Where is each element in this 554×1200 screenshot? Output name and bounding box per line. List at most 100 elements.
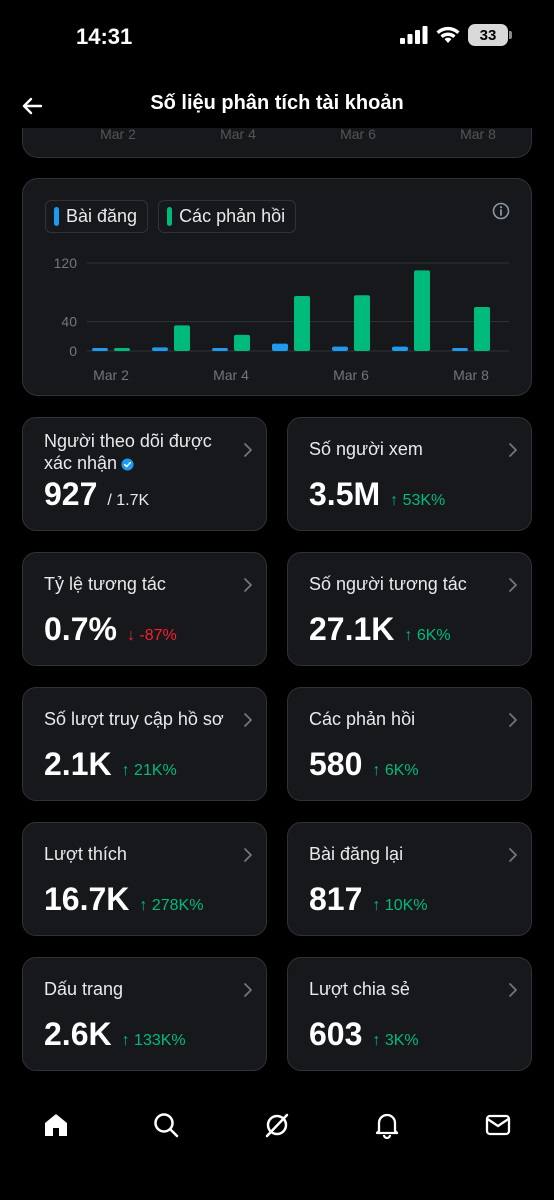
metric-card-replies[interactable]: Các phản hồi 580 ↑ 6K% bbox=[287, 687, 532, 801]
bar-posts[interactable] bbox=[212, 348, 228, 351]
metric-change: ↓ -87% bbox=[126, 627, 177, 644]
metric-card-engaged-users[interactable]: Số người tương tác 27.1K ↑ 6K% bbox=[287, 552, 532, 666]
metric-label-text: Lượt chia sẻ bbox=[309, 979, 410, 999]
bar-replies[interactable] bbox=[234, 334, 250, 351]
previous-tick: Mar 6 bbox=[340, 126, 376, 142]
metric-change: ↑ 278K% bbox=[139, 897, 204, 914]
chart-legend: Bài đăng Các phản hồi bbox=[45, 200, 297, 233]
metric-value: 2.1K bbox=[44, 746, 112, 782]
metric-change: ↑ 133K% bbox=[121, 1032, 186, 1049]
legend-swatch-replies bbox=[167, 207, 173, 226]
chevron-right-icon bbox=[509, 983, 517, 997]
bar-posts[interactable] bbox=[92, 348, 108, 351]
metric-card-verified-followers[interactable]: Người theo dõi được xác nhận 927 / 1.7K bbox=[22, 417, 267, 531]
metric-label-text: Số người tương tác bbox=[309, 574, 467, 594]
chart-card: Bài đăng Các phản hồi 120 40 0 Mar 2 Mar 4 Ma… bbox=[22, 178, 532, 396]
bar-replies[interactable] bbox=[354, 295, 370, 351]
chevron-right-icon bbox=[244, 713, 252, 727]
chevron-right-icon bbox=[244, 848, 252, 862]
nav-messages[interactable] bbox=[483, 1110, 513, 1140]
metric-card-likes[interactable]: Lượt thích 16.7K ↑ 278K% bbox=[22, 822, 267, 936]
metric-label-text: Lượt thích bbox=[44, 844, 127, 864]
legend-swatch-posts bbox=[54, 207, 59, 226]
metric-value: 3.5M bbox=[309, 476, 381, 512]
metric-change: ↑ 21K% bbox=[121, 762, 177, 779]
bottom-nav bbox=[0, 1100, 554, 1150]
metric-card-engagement-rate[interactable]: Tỷ lệ tương tác 0.7% ↓ -87% bbox=[22, 552, 267, 666]
metric-value-row: 2.6K ↑ 133K% bbox=[44, 1016, 186, 1053]
metric-card-profile-visits[interactable]: Số lượt truy cập hồ sơ 2.1K ↑ 21K% bbox=[22, 687, 267, 801]
nav-grok[interactable] bbox=[262, 1110, 292, 1140]
status-time: 14:31 bbox=[76, 24, 133, 49]
nav-notifications[interactable] bbox=[372, 1110, 402, 1140]
metric-value: 927 bbox=[44, 476, 98, 512]
previous-tick: Mar 4 bbox=[220, 126, 256, 142]
bar-replies[interactable] bbox=[414, 270, 430, 351]
chevron-right-icon bbox=[509, 713, 517, 727]
legend-item-posts[interactable]: Bài đăng bbox=[45, 200, 149, 233]
metric-value-row: 817 ↑ 10K% bbox=[309, 881, 428, 918]
x-tick-label: Mar 4 bbox=[213, 367, 249, 383]
metric-label: Dấu trang bbox=[44, 978, 123, 1000]
metric-card-reposts[interactable]: Bài đăng lại 817 ↑ 10K% bbox=[287, 822, 532, 936]
battery-indicator: 33 bbox=[468, 24, 512, 46]
bar-posts[interactable] bbox=[152, 347, 168, 351]
metric-label: Lượt thích bbox=[44, 843, 127, 865]
bar-replies[interactable] bbox=[174, 325, 190, 351]
status-icons: 33 bbox=[400, 24, 512, 46]
mail-icon bbox=[485, 1114, 511, 1136]
metric-label: Người theo dõi được xác nhận bbox=[44, 430, 222, 474]
chevron-right-icon bbox=[509, 848, 517, 862]
chevron-right-icon bbox=[244, 578, 252, 592]
bar-posts[interactable] bbox=[392, 346, 408, 351]
status-bar: 14:31 33 bbox=[0, 0, 554, 72]
nav-search[interactable] bbox=[151, 1110, 181, 1140]
metric-value-row: 16.7K ↑ 278K% bbox=[44, 881, 203, 918]
metric-label-text: Dấu trang bbox=[44, 979, 124, 999]
x-tick-label: Mar 6 bbox=[333, 367, 369, 383]
arrow-left-icon bbox=[22, 97, 43, 115]
metric-change: ↑ 10K% bbox=[372, 897, 428, 914]
x-tick-label: Mar 8 bbox=[453, 367, 489, 383]
metric-value: 2.6K bbox=[44, 1016, 112, 1052]
bar-replies[interactable] bbox=[294, 296, 310, 351]
metric-card-viewers[interactable]: Số người xem 3.5M ↑ 53K% bbox=[287, 417, 532, 531]
metric-card-bookmarks[interactable]: Dấu trang 2.6K ↑ 133K% bbox=[22, 957, 267, 1071]
grok-icon bbox=[265, 1113, 289, 1138]
metric-label-text: Số người xem bbox=[309, 439, 423, 459]
metric-total: / 1.7K bbox=[107, 492, 150, 509]
search-icon bbox=[154, 1113, 179, 1138]
metric-label: Số lượt truy cập hồ sơ bbox=[44, 708, 224, 730]
nav-home[interactable] bbox=[41, 1110, 71, 1140]
metric-label-text: Các phản hồi bbox=[309, 709, 416, 729]
metric-label-text: Tỷ lệ tương tác bbox=[44, 574, 166, 594]
metric-value: 817 bbox=[309, 881, 363, 917]
metric-label: Số người tương tác bbox=[309, 573, 467, 595]
metric-value-row: 27.1K ↑ 6K% bbox=[309, 611, 451, 648]
legend-label: Các phản hồi bbox=[179, 206, 286, 226]
chevron-right-icon bbox=[509, 578, 517, 592]
bar-posts[interactable] bbox=[452, 348, 468, 351]
legend-item-replies[interactable]: Các phản hồi bbox=[158, 200, 297, 233]
header: Số liệu phân tích tài khoản bbox=[0, 78, 554, 134]
y-tick-label: 120 bbox=[54, 255, 78, 271]
info-icon[interactable] bbox=[491, 201, 511, 221]
metric-value: 603 bbox=[309, 1016, 363, 1052]
wifi-icon bbox=[436, 26, 460, 43]
bar-posts[interactable] bbox=[332, 346, 348, 351]
home-icon bbox=[45, 1114, 67, 1136]
metric-card-shares[interactable]: Lượt chia sẻ 603 ↑ 3K% bbox=[287, 957, 532, 1071]
back-button[interactable] bbox=[16, 90, 48, 122]
bar-replies[interactable] bbox=[114, 348, 130, 351]
page-title: Số liệu phân tích tài khoản bbox=[150, 92, 404, 114]
metric-label: Các phản hồi bbox=[309, 708, 415, 730]
metric-value: 580 bbox=[309, 746, 363, 782]
y-tick-label: 0 bbox=[69, 343, 77, 359]
bar-posts[interactable] bbox=[272, 343, 288, 351]
bell-icon bbox=[375, 1113, 399, 1139]
bar-replies[interactable] bbox=[474, 307, 490, 351]
metric-value-row: 0.7% ↓ -87% bbox=[44, 611, 177, 648]
signal-icon bbox=[400, 26, 428, 44]
metric-label-text: Số lượt truy cập hồ sơ bbox=[44, 709, 224, 729]
verified-badge-icon bbox=[121, 458, 134, 471]
